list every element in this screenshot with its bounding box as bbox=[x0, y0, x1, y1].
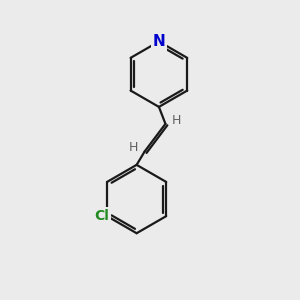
Text: H: H bbox=[172, 114, 182, 127]
Text: N: N bbox=[152, 34, 165, 49]
Text: Cl: Cl bbox=[94, 209, 109, 223]
Text: H: H bbox=[129, 141, 138, 154]
